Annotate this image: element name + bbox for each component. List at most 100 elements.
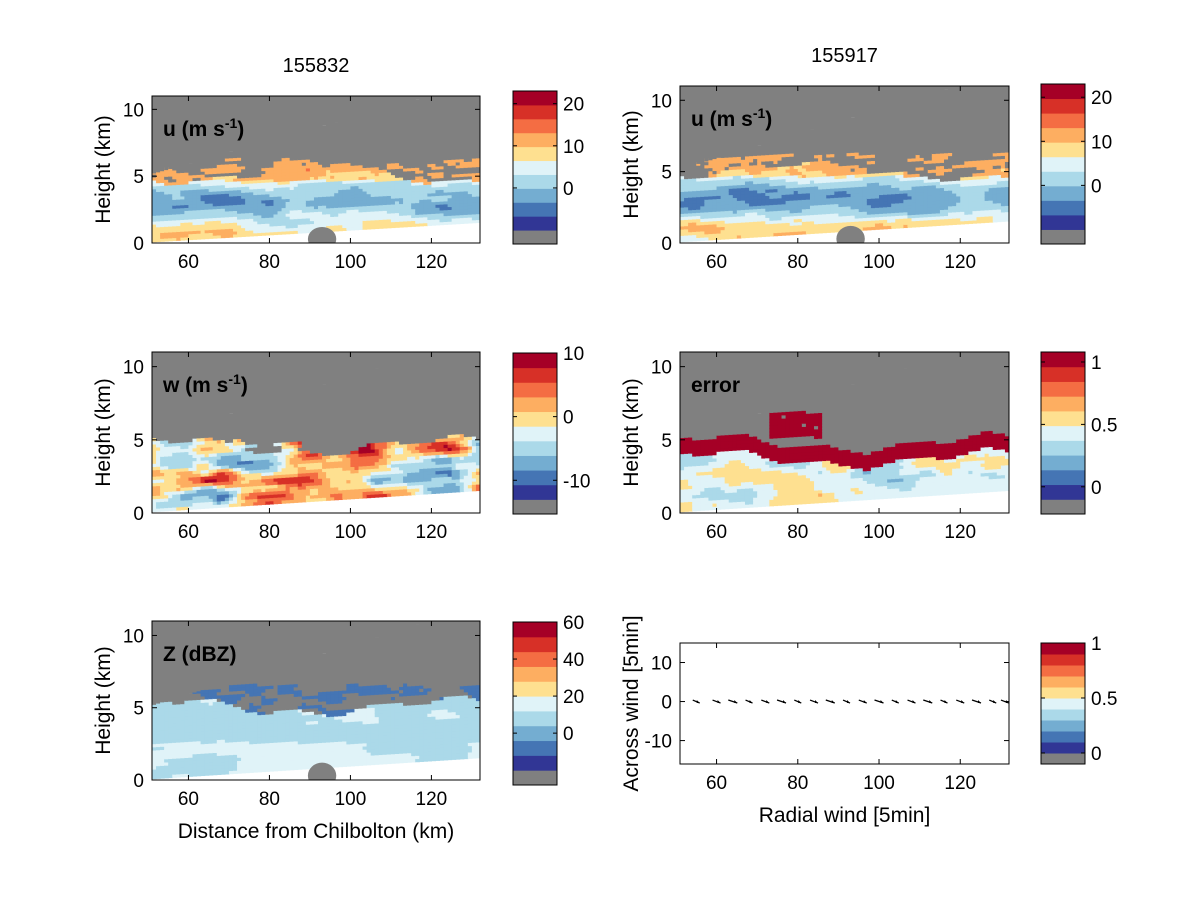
err-colorbar-ticklabel: 0.5 <box>1091 415 1117 436</box>
w-axes-frame <box>151 351 481 514</box>
u2-colorbar-swatch <box>1041 142 1085 158</box>
u1-axes-frame <box>151 95 481 244</box>
err-xtick-label: 120 <box>944 522 976 543</box>
err-field <box>680 352 1009 513</box>
u1-xtick-label: 100 <box>335 252 367 273</box>
u1-ytick-label: 0 <box>133 234 144 255</box>
vec-ylabel: Across wind [5min] <box>620 615 643 791</box>
wind-vector-head <box>696 700 700 704</box>
u2-colorbar-swatch <box>1041 113 1085 129</box>
u1-ytick-label: 5 <box>133 167 144 188</box>
vec-axes-frame <box>679 642 1010 765</box>
u1-panel-label: u (m s-1) <box>163 115 244 141</box>
vec-colorbar-nan-swatch <box>1041 753 1085 764</box>
z-colorbar-frame <box>512 621 558 786</box>
z-colorbar-swatch <box>513 651 557 667</box>
err-colorbar-swatch <box>1041 396 1085 412</box>
wind-vector-head <box>863 700 867 704</box>
u2-title: 155917 <box>811 45 878 67</box>
wind-vector-head <box>847 700 851 704</box>
w-colorbar-swatch <box>513 426 557 442</box>
vec-colorbar-ticklabel: 0.5 <box>1091 689 1117 710</box>
err-colorbar-frame <box>1040 351 1086 515</box>
u2-colorbar-ticklabel: 20 <box>1091 88 1112 109</box>
wind-vector-head <box>895 700 899 704</box>
w-colorbar: 10 0 -10 <box>512 344 590 515</box>
z-colorbar-nan-swatch <box>513 770 557 785</box>
vec-colorbar-ticklabel: 1 <box>1091 634 1102 655</box>
err-axes-frame <box>679 351 1010 514</box>
z-colorbar-swatch <box>513 755 557 771</box>
u2-colorbar-swatch <box>1041 171 1085 187</box>
vec-xtick-label: 80 <box>787 773 808 794</box>
u2-xtick-label: 80 <box>787 252 808 273</box>
vec-background <box>680 643 1009 764</box>
z-xtick-label: 100 <box>335 789 367 810</box>
z-colorbar-swatch <box>513 666 557 682</box>
u2-terrain <box>836 225 865 243</box>
u1-colorbar-swatch <box>513 216 557 231</box>
u1-colorbar-nan-swatch <box>513 230 557 244</box>
w-colorbar-nan-swatch <box>513 499 557 514</box>
w-colorbar-ticklabel: -10 <box>563 471 590 492</box>
u1-xtick-label: 80 <box>259 252 280 273</box>
u2-colorbar-swatch <box>1041 84 1085 100</box>
err-ytick-label: 5 <box>661 431 672 452</box>
u1-colorbar-swatch <box>513 202 557 217</box>
z-colorbar-swatch <box>513 740 557 756</box>
wind-vector-head <box>993 700 997 704</box>
u2-xtick-label: 100 <box>863 252 895 273</box>
vec-ytick-label: -10 <box>645 732 672 753</box>
wind-vector-head <box>734 700 738 704</box>
vec-xlabel: Radial wind [5min] <box>759 804 931 827</box>
u2-axes-frame <box>679 85 1010 244</box>
u1-colorbar-ticklabel: 0 <box>563 179 574 200</box>
err-xtick-label: 80 <box>787 522 808 543</box>
z-xtick-label: 120 <box>416 789 448 810</box>
z-panel: 60 80 100 120 0 5 10 Height (km) Distance from C… <box>92 613 584 843</box>
wind-vector-head <box>798 700 802 704</box>
err-colorbar-swatch <box>1041 366 1085 382</box>
u1-ylabel: Height (km) <box>92 115 115 224</box>
vec-colorbar: 10.50 <box>1040 634 1117 765</box>
wind-vector-head <box>880 700 884 704</box>
wind-vector-head <box>961 700 965 704</box>
vec-colorbar-swatch <box>1041 643 1085 655</box>
vec-colorbar-ticklabel: 0 <box>1091 744 1102 765</box>
err-colorbar-swatch <box>1041 440 1085 456</box>
z-colorbar-swatch <box>513 681 557 697</box>
vec-ytick-label: 10 <box>651 654 672 675</box>
err-xtick-label: 60 <box>706 522 727 543</box>
err-colorbar-swatch <box>1041 381 1085 397</box>
u2-field <box>680 86 1009 243</box>
vec-colorbar-swatch <box>1041 720 1085 732</box>
vec-colorbar-swatch <box>1041 687 1085 699</box>
err-colorbar-swatch <box>1041 352 1085 368</box>
u1-colorbar-swatch <box>513 174 557 189</box>
w-xtick-label: 60 <box>178 522 199 543</box>
w-field <box>152 352 480 513</box>
vec-colorbar-swatch <box>1041 698 1085 710</box>
u1-colorbar-swatch <box>513 188 557 203</box>
wind-vector-head <box>815 700 819 704</box>
vec-colorbar-swatch <box>1041 665 1085 677</box>
z-colorbar-swatch <box>513 696 557 712</box>
u1-terrain <box>307 226 337 243</box>
z-axes-frame <box>151 620 481 781</box>
z-colorbar-swatch <box>513 710 557 727</box>
w-colorbar-swatch <box>513 367 557 383</box>
u2-ytick-label: 10 <box>651 91 672 112</box>
u2-colorbar-swatch <box>1041 98 1085 114</box>
u1-title: 155832 <box>283 55 350 77</box>
z-ytick-label: 5 <box>133 699 144 720</box>
u2-xtick-label: 60 <box>706 252 727 273</box>
u1-colorbar-swatch <box>513 104 557 120</box>
z-xlabel: Distance from Chilbolton (km) <box>178 820 455 843</box>
w-colorbar-swatch <box>513 396 557 413</box>
z-colorbar-swatch <box>513 622 557 638</box>
wind-vector-head <box>912 700 916 704</box>
